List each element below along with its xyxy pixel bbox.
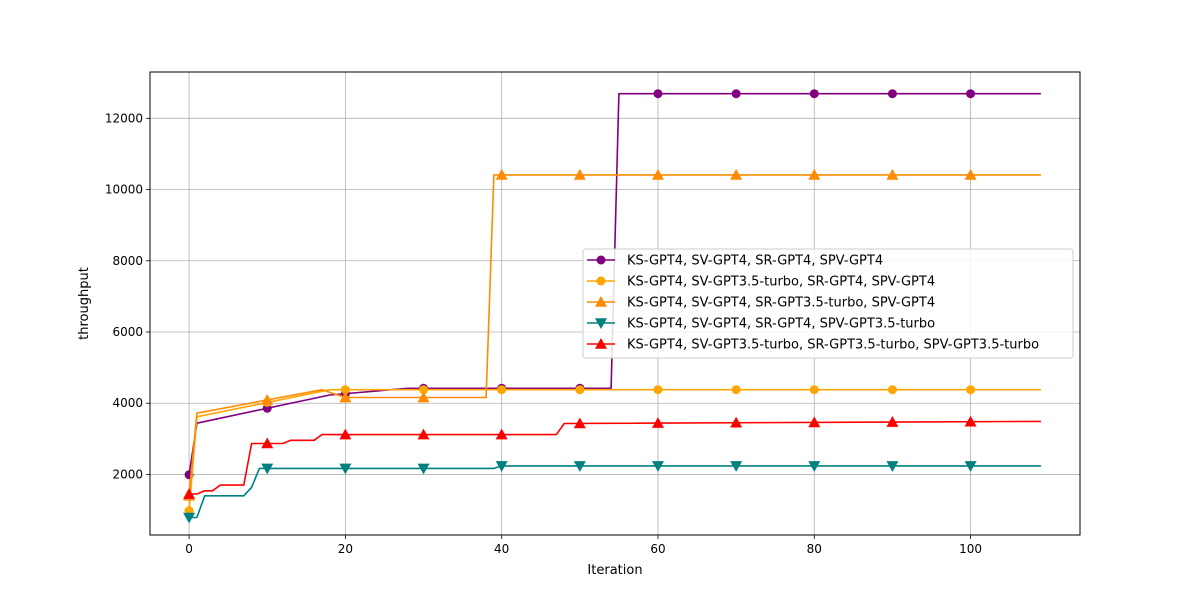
data-point <box>653 385 663 395</box>
data-point <box>573 417 586 429</box>
data-point <box>730 461 743 472</box>
data-point <box>573 461 586 472</box>
y-tick-label: 8000 <box>112 254 143 268</box>
legend-label: KS-GPT4, SV-GPT4, SR-GPT4, SPV-GPT4 <box>627 254 883 269</box>
x-tick-label: 20 <box>338 542 353 556</box>
data-point <box>886 416 899 427</box>
data-point <box>339 391 352 403</box>
data-point <box>651 168 664 180</box>
legend-marker <box>596 276 606 286</box>
data-point <box>964 415 977 427</box>
legend-label: KS-GPT4, SV-GPT3.5-turbo, SR-GPT3.5-turb… <box>627 338 1039 353</box>
data-point <box>261 437 274 449</box>
data-point <box>887 385 897 395</box>
data-point <box>495 461 508 472</box>
data-point <box>339 463 352 475</box>
legend-entry: KS-GPT4, SV-GPT4, SR-GPT4, SPV-GPT4 <box>587 254 883 269</box>
series-2 <box>184 385 1041 516</box>
data-point <box>731 385 741 395</box>
legend-entry: KS-GPT4, SV-GPT3.5-turbo, SR-GPT3.5-turb… <box>587 338 1039 353</box>
legend-marker <box>595 296 607 307</box>
x-tick-label: 60 <box>650 542 665 556</box>
legend-box <box>582 248 1074 359</box>
data-point <box>731 89 741 99</box>
data-point <box>730 416 743 428</box>
y-tick-label: 12000 <box>105 111 143 125</box>
data-point <box>808 416 821 428</box>
data-point <box>339 428 352 440</box>
legend-entry: KS-GPT4, SV-GPT3.5-turbo, SR-GPT4, SPV-G… <box>587 275 935 290</box>
series-4 <box>183 461 1041 524</box>
data-point <box>573 168 586 180</box>
y-tick-label: 10000 <box>105 183 143 197</box>
data-point <box>417 428 430 440</box>
series-3 <box>183 168 1041 501</box>
legend-label: KS-GPT4, SV-GPT4, SR-GPT3.5-turbo, SPV-G… <box>627 296 935 311</box>
data-point <box>261 393 274 405</box>
data-point <box>886 168 899 180</box>
data-point <box>964 461 977 472</box>
legend-entry: KS-GPT4, SV-GPT4, SR-GPT3.5-turbo, SPV-G… <box>587 296 935 311</box>
data-point <box>653 89 663 99</box>
plot-frame <box>149 71 1081 536</box>
legend-entry: KS-GPT4, SV-GPT4, SR-GPT4, SPV-GPT3.5-tu… <box>587 317 935 332</box>
series-line <box>188 388 1041 511</box>
legend-marker <box>595 338 607 349</box>
x-tick-label: 80 <box>807 542 822 556</box>
series-5 <box>183 415 1041 499</box>
x-tick-label: 40 <box>494 542 509 556</box>
legend-label: KS-GPT4, SV-GPT4, SR-GPT4, SPV-GPT3.5-tu… <box>627 317 935 332</box>
data-point <box>966 89 976 99</box>
series-layer <box>183 89 1041 524</box>
y-axis-label: throughput <box>77 267 92 340</box>
y-tick-label: 2000 <box>112 467 143 481</box>
x-tick-label: 0 <box>185 542 193 556</box>
series-line <box>189 420 1041 495</box>
data-point <box>808 461 821 472</box>
y-tick-label: 4000 <box>112 396 143 410</box>
data-point <box>966 385 976 395</box>
legend: KS-GPT4, SV-GPT4, SR-GPT4, SPV-GPT4 KS-GP… <box>582 248 1074 359</box>
data-point <box>809 89 819 99</box>
data-point <box>495 428 508 440</box>
data-point <box>183 488 196 499</box>
data-point <box>340 385 350 395</box>
data-point <box>261 463 274 475</box>
data-point <box>183 512 196 524</box>
data-point <box>417 391 430 403</box>
legend-label: KS-GPT4, SV-GPT3.5-turbo, SR-GPT4, SPV-G… <box>627 275 935 290</box>
data-point <box>887 89 897 99</box>
data-point <box>809 385 819 395</box>
x-tick-label: 100 <box>959 542 982 556</box>
data-point <box>575 385 585 395</box>
data-point <box>886 461 899 472</box>
data-point <box>497 385 507 395</box>
data-point <box>495 168 508 180</box>
legend-marker <box>595 318 607 329</box>
data-point <box>651 417 664 428</box>
x-axis-label: Iteration <box>587 563 642 578</box>
data-point <box>964 168 977 180</box>
tick-layer: 0 20 40 60 80 100 2000 4000 6000 8000 10000 12000 <box>105 111 982 556</box>
data-point <box>417 463 430 475</box>
data-point <box>808 168 821 180</box>
data-point <box>651 461 664 472</box>
legend-marker <box>596 255 606 265</box>
data-point <box>419 385 429 395</box>
series-line <box>189 465 1041 519</box>
y-tick-label: 6000 <box>112 325 143 339</box>
data-point <box>730 168 743 180</box>
